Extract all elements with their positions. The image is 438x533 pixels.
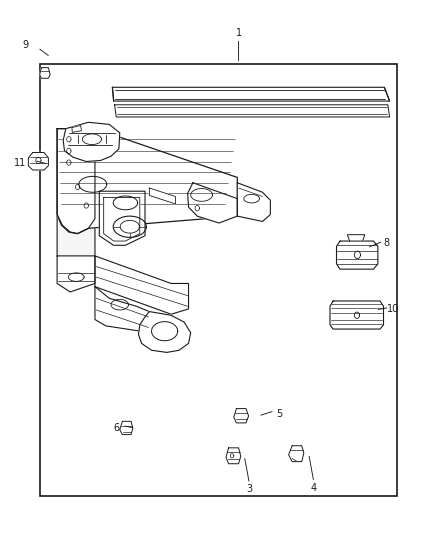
Text: 6: 6 bbox=[113, 423, 120, 433]
Polygon shape bbox=[57, 128, 95, 233]
Text: 8: 8 bbox=[384, 238, 390, 248]
Polygon shape bbox=[95, 287, 150, 331]
Polygon shape bbox=[237, 183, 270, 221]
Polygon shape bbox=[138, 312, 191, 352]
Polygon shape bbox=[28, 152, 48, 170]
Text: 4: 4 bbox=[311, 483, 317, 493]
Polygon shape bbox=[104, 198, 140, 241]
Text: 11: 11 bbox=[14, 158, 26, 168]
Polygon shape bbox=[57, 256, 95, 292]
Polygon shape bbox=[113, 87, 390, 101]
Polygon shape bbox=[57, 128, 95, 268]
Bar bbox=[40, 64, 397, 496]
Polygon shape bbox=[72, 125, 81, 132]
Polygon shape bbox=[40, 68, 50, 78]
Polygon shape bbox=[149, 188, 176, 204]
Polygon shape bbox=[330, 301, 384, 329]
Text: 1: 1 bbox=[236, 28, 242, 38]
Text: 10: 10 bbox=[387, 304, 399, 314]
Polygon shape bbox=[336, 241, 378, 269]
Polygon shape bbox=[234, 409, 249, 423]
Polygon shape bbox=[120, 421, 133, 434]
Polygon shape bbox=[63, 122, 120, 161]
Text: 9: 9 bbox=[22, 40, 28, 50]
Text: 3: 3 bbox=[247, 484, 253, 494]
Text: 5: 5 bbox=[276, 409, 282, 419]
Polygon shape bbox=[115, 105, 390, 117]
Polygon shape bbox=[226, 448, 241, 464]
Polygon shape bbox=[57, 128, 237, 233]
Polygon shape bbox=[347, 235, 365, 241]
Polygon shape bbox=[95, 256, 188, 314]
Polygon shape bbox=[99, 191, 145, 245]
Polygon shape bbox=[187, 183, 237, 223]
Polygon shape bbox=[289, 446, 304, 462]
